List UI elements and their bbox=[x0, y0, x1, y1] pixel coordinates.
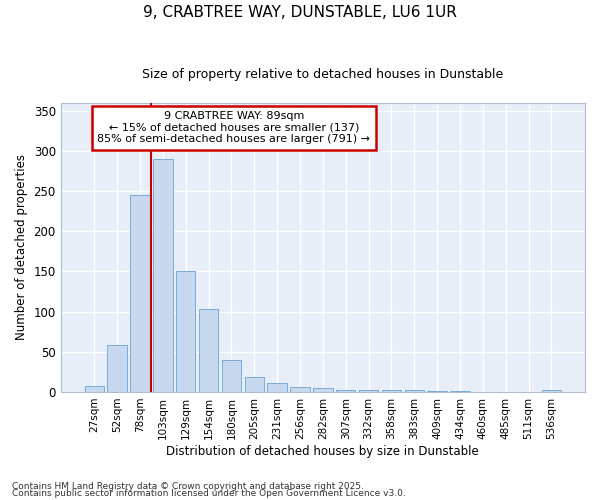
Bar bbox=[153, 159, 173, 392]
Bar bbox=[404, 390, 424, 392]
Bar bbox=[542, 390, 561, 392]
Text: 9, CRABTREE WAY, DUNSTABLE, LU6 1UR: 9, CRABTREE WAY, DUNSTABLE, LU6 1UR bbox=[143, 5, 457, 20]
Bar bbox=[382, 390, 401, 392]
Bar bbox=[130, 195, 149, 392]
Bar bbox=[245, 376, 264, 392]
Y-axis label: Number of detached properties: Number of detached properties bbox=[15, 154, 28, 340]
Bar bbox=[359, 390, 378, 392]
Text: Contains public sector information licensed under the Open Government Licence v3: Contains public sector information licen… bbox=[12, 489, 406, 498]
Text: Contains HM Land Registry data © Crown copyright and database right 2025.: Contains HM Land Registry data © Crown c… bbox=[12, 482, 364, 491]
X-axis label: Distribution of detached houses by size in Dunstable: Distribution of detached houses by size … bbox=[166, 444, 479, 458]
Bar bbox=[336, 390, 355, 392]
Bar bbox=[176, 272, 196, 392]
Bar bbox=[427, 391, 447, 392]
Text: 9 CRABTREE WAY: 89sqm
← 15% of detached houses are smaller (137)
85% of semi-det: 9 CRABTREE WAY: 89sqm ← 15% of detached … bbox=[97, 111, 370, 144]
Bar bbox=[290, 387, 310, 392]
Bar bbox=[199, 309, 218, 392]
Title: Size of property relative to detached houses in Dunstable: Size of property relative to detached ho… bbox=[142, 68, 503, 80]
Bar bbox=[313, 388, 332, 392]
Bar bbox=[107, 346, 127, 392]
Bar bbox=[450, 391, 470, 392]
Bar bbox=[85, 386, 104, 392]
Bar bbox=[268, 383, 287, 392]
Bar bbox=[221, 360, 241, 392]
